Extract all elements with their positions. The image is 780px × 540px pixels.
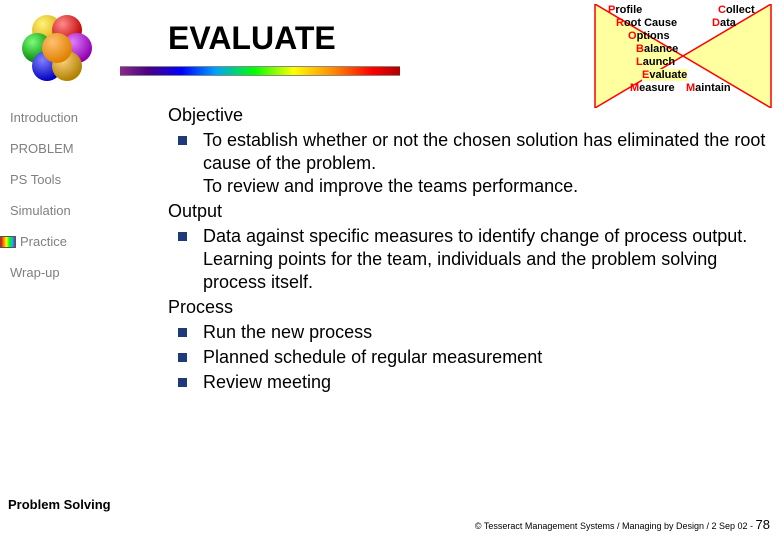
copyright: © Tesseract Management Systems / Managin…: [475, 517, 770, 532]
bullet-icon: [178, 378, 187, 387]
bullet-item: To establish whether or not the chosen s…: [178, 129, 770, 198]
bullet-icon: [178, 353, 187, 362]
rainbow-divider: [120, 66, 400, 76]
sidebar-item[interactable]: PS Tools: [8, 172, 130, 187]
bullet-text: Data against specific measures to identi…: [203, 225, 770, 294]
page-number: 78: [756, 517, 770, 532]
diagram-label: Balance: [636, 43, 678, 55]
bullet-text: Run the new process: [203, 321, 770, 344]
copyright-text: © Tesseract Management Systems / Managin…: [475, 521, 748, 531]
bullet-icon: [178, 328, 187, 337]
spheres-logo: [18, 8, 96, 86]
diagram-label: Data: [712, 17, 736, 29]
footer-title: Problem Solving: [8, 497, 111, 512]
sidebar: Introduction PROBLEM PS Tools Simulation Pra…: [8, 110, 130, 296]
sidebar-item[interactable]: Wrap-up: [8, 265, 130, 280]
sidebar-item[interactable]: Practice: [8, 234, 130, 249]
bullet-text: Review meeting: [203, 371, 770, 394]
bullet-text: To establish whether or not the chosen s…: [203, 129, 770, 198]
diagram-label: Options: [628, 30, 670, 42]
bullet-icon: [178, 136, 187, 145]
page-title: EVALUATE: [168, 20, 336, 57]
diagram-label: Collect: [718, 4, 755, 16]
bullet-icon: [178, 232, 187, 241]
diagram-label: Root Cause: [616, 17, 677, 29]
diagram-label: Evaluate: [642, 69, 687, 81]
sidebar-item[interactable]: PROBLEM: [8, 141, 130, 156]
section-heading: Process: [168, 296, 770, 319]
bullet-item: Planned schedule of regular measurement: [178, 346, 770, 369]
diagram-label: Profile: [608, 4, 642, 16]
diagram-label: Launch: [636, 56, 675, 68]
bullet-item: Run the new process: [178, 321, 770, 344]
section-heading: Objective: [168, 104, 770, 127]
bullet-item: Review meeting: [178, 371, 770, 394]
main-content: ObjectiveTo establish whether or not the…: [168, 102, 770, 396]
bullet-item: Data against specific measures to identi…: [178, 225, 770, 294]
bullet-text: Planned schedule of regular measurement: [203, 346, 770, 369]
sidebar-item[interactable]: Simulation: [8, 203, 130, 218]
diagram-label: Measure: [630, 82, 675, 94]
problem-model-diagram: ProfileRoot CauseOptionsBalanceLaunchEva…: [594, 4, 772, 108]
diagram-label: Maintain: [686, 82, 731, 94]
copyright-sep: -: [748, 521, 756, 531]
section-heading: Output: [168, 200, 770, 223]
sidebar-item[interactable]: Introduction: [8, 110, 130, 125]
